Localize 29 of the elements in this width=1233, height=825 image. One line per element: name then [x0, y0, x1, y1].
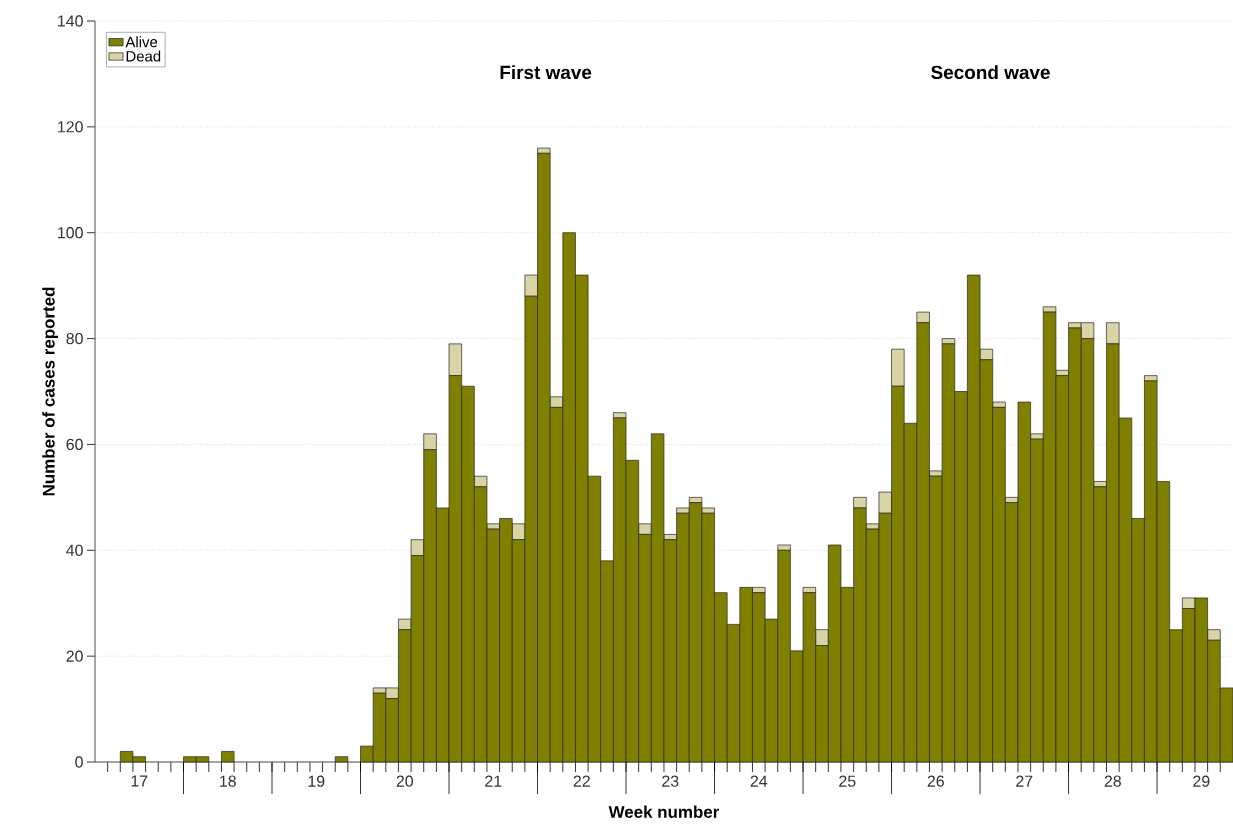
x-tick-label: 22: [573, 775, 590, 787]
x-tick-label: 28: [1104, 775, 1121, 787]
x-tick-label: 29: [1193, 775, 1210, 787]
x-tick-label: 19: [308, 775, 325, 787]
annotation: Second wave: [931, 65, 1050, 80]
y-tick-label: 20: [66, 650, 83, 662]
y-tick-label: 60: [66, 438, 83, 451]
y-tick-label: 120: [58, 121, 83, 133]
x-axis-title: Week number: [608, 805, 720, 818]
x-tick-label: 17: [131, 775, 148, 787]
y-tick-label: 80: [66, 332, 83, 345]
legend-label: Dead: [126, 50, 161, 62]
y-axis-title: Number of cases reported: [42, 287, 59, 496]
y-tick-label: 0: [75, 756, 83, 768]
x-tick-label: 23: [662, 775, 679, 787]
legend-label: Alive: [125, 36, 158, 48]
y-tick-label: 100: [58, 227, 83, 239]
bar: [334, 756, 349, 763]
x-tick-label: 25: [839, 775, 856, 787]
y-tick-label: 140: [58, 15, 83, 27]
x-tick-label: 27: [1016, 775, 1033, 787]
annotation: First wave: [500, 65, 592, 80]
x-tick-label: 26: [927, 775, 944, 787]
y-tick-label: 40: [66, 544, 83, 556]
bar: [221, 751, 235, 763]
x-tick-label: 20: [396, 775, 413, 787]
x-tick-label: 18: [220, 775, 236, 787]
x-tick-label: 21: [485, 775, 502, 787]
x-tick-label: 24: [750, 775, 768, 787]
